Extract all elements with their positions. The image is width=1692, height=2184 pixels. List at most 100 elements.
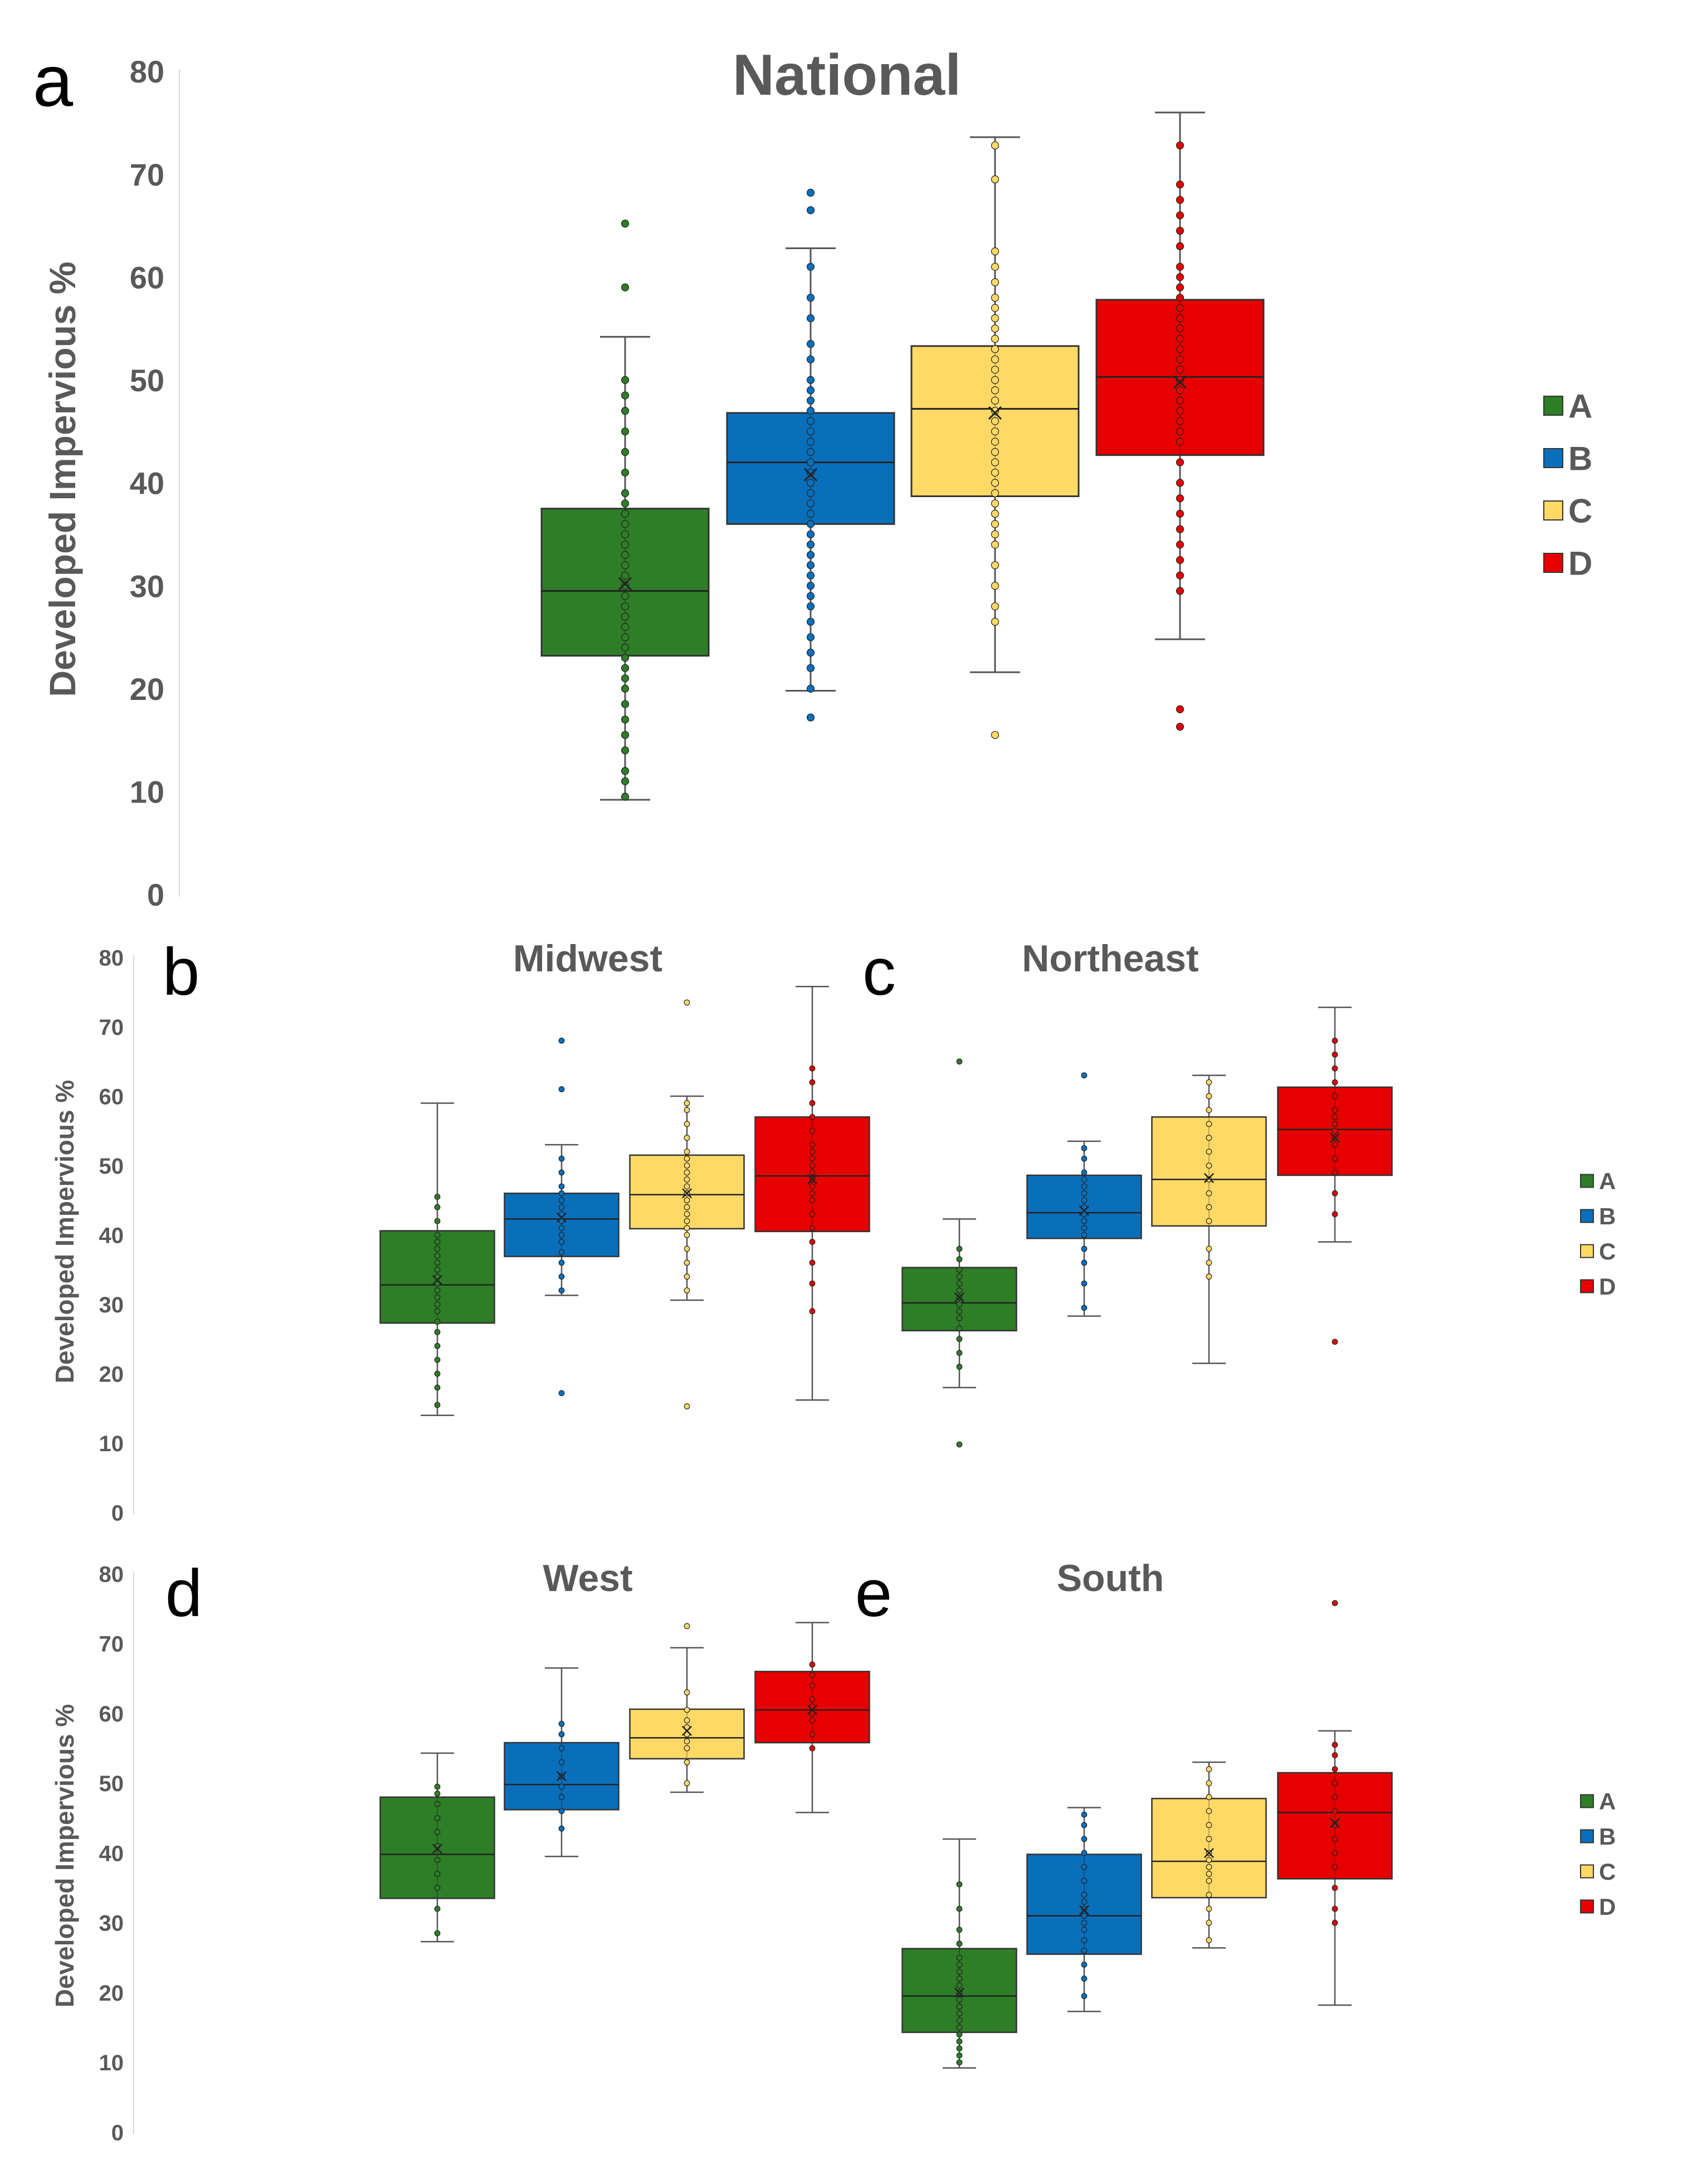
data-point (434, 1801, 441, 1807)
y-tick-label: 0 (111, 2120, 124, 2145)
mean-marker (1329, 1818, 1340, 1828)
data-point (1332, 1121, 1338, 1127)
data-point (806, 541, 815, 549)
data-point (434, 1783, 441, 1790)
data-point (1332, 1794, 1338, 1801)
data-point (806, 509, 815, 518)
outlier-point (956, 1058, 963, 1065)
data-point (434, 1287, 441, 1294)
data-point (1332, 1780, 1338, 1787)
y-tick-label: 20 (99, 1362, 124, 1387)
data-point (956, 1325, 963, 1332)
data-point (1081, 1891, 1088, 1898)
data-point (621, 489, 630, 498)
data-point (558, 1183, 565, 1190)
data-point (621, 407, 630, 415)
data-point (1206, 1218, 1212, 1224)
data-point (1176, 407, 1184, 415)
mean-marker-stroke (681, 1188, 693, 1199)
data-point (991, 468, 999, 477)
data-point (558, 1155, 565, 1162)
data-point (991, 582, 999, 590)
data-point (684, 1738, 690, 1745)
mean-marker-stroke (803, 468, 818, 481)
data-point (806, 530, 815, 538)
mean-marker (432, 1843, 443, 1854)
legend-label-D: D (1568, 545, 1592, 582)
mean-marker (681, 1725, 693, 1736)
mean-marker (954, 1292, 965, 1303)
data-point (1176, 262, 1184, 271)
data-point (684, 1107, 690, 1113)
data-point (809, 1065, 816, 1072)
y-tick-label: 50 (99, 1772, 124, 1796)
data-point (558, 1273, 565, 1280)
data-point (684, 1176, 690, 1183)
y-tick-label: 50 (130, 363, 164, 398)
data-point (809, 1149, 816, 1155)
data-point (1206, 1121, 1212, 1127)
mean-marker-stroke (1173, 375, 1187, 389)
data-point (434, 1885, 441, 1891)
mean-marker (988, 406, 1002, 420)
data-point (1176, 479, 1184, 487)
box-series-D (1095, 111, 1265, 731)
data-point (621, 541, 630, 549)
data-point (956, 1954, 963, 1961)
data-point (991, 175, 999, 183)
data-point (1176, 458, 1184, 466)
data-point (991, 407, 999, 415)
panel-title: South (1057, 1557, 1164, 1599)
data-point (621, 792, 630, 801)
mean-marker (807, 1705, 818, 1715)
outlier-point (558, 1037, 565, 1044)
data-point (434, 1259, 441, 1266)
box-series-D (1277, 1006, 1393, 1345)
data-point (621, 551, 630, 559)
y-tick-label: 40 (99, 1841, 124, 1866)
mean-marker (681, 1188, 693, 1199)
data-point (1081, 1811, 1088, 1818)
data-point (684, 1135, 690, 1141)
data-point (684, 1259, 690, 1266)
data-point (1206, 1176, 1212, 1183)
data-point (1176, 242, 1184, 250)
data-point (621, 530, 630, 538)
y-tick-label: 30 (130, 568, 164, 604)
data-point (956, 2003, 963, 2010)
data-point (684, 1155, 690, 1162)
data-point (806, 633, 815, 641)
data-point (991, 355, 999, 364)
data-point (1081, 1976, 1088, 1982)
data-point (434, 1871, 441, 1877)
data-point (806, 582, 815, 590)
data-point (806, 479, 815, 487)
legend-swatch-B (1580, 1209, 1594, 1223)
y-tick-label: 40 (130, 466, 164, 501)
data-point (806, 592, 815, 600)
outlier-point (558, 1086, 565, 1092)
data-point (806, 468, 815, 477)
data-point (1332, 1808, 1338, 1815)
mean-marker (618, 577, 632, 591)
data-point (809, 1183, 816, 1190)
data-point (621, 664, 630, 672)
data-point (434, 1246, 441, 1252)
y-tick-label: 10 (130, 775, 164, 810)
mean-marker-stroke (556, 1771, 567, 1782)
data-point (1081, 1905, 1088, 1912)
panel-title: West (543, 1557, 632, 1599)
outlier-point (684, 1403, 690, 1409)
data-point (1332, 1836, 1338, 1842)
data-point (434, 1294, 441, 1301)
y-tick-label: 70 (99, 1015, 124, 1040)
data-point (558, 1197, 565, 1204)
data-point (806, 427, 815, 436)
mean-marker (556, 1212, 567, 1223)
mean-marker-stroke (954, 1292, 965, 1303)
data-point (1176, 283, 1184, 291)
mean-marker (556, 1771, 567, 1782)
mean-marker-stroke (1329, 1818, 1340, 1828)
